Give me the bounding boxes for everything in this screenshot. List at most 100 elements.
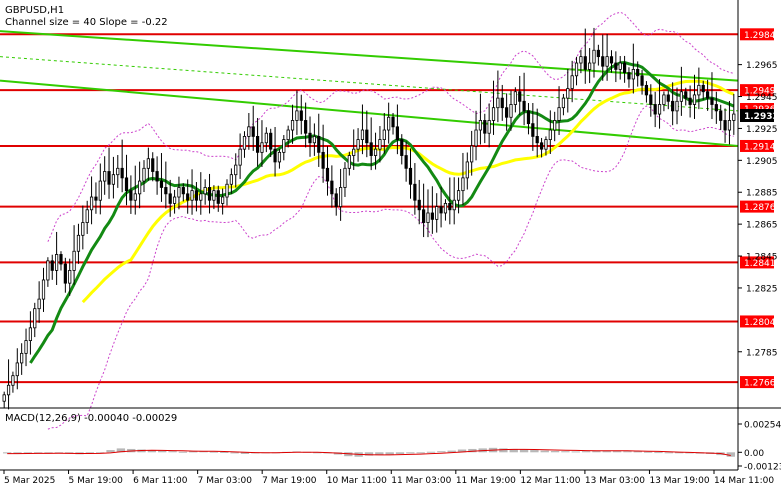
macd-histogram-bar bbox=[44, 452, 53, 454]
candle-body bbox=[85, 209, 89, 223]
candle-body bbox=[260, 142, 264, 153]
candle-body bbox=[33, 308, 37, 329]
macd-panel: 0.00254 0.00 -0.00123 bbox=[3, 421, 781, 473]
candle-body bbox=[142, 167, 146, 182]
candle-body bbox=[55, 254, 59, 271]
candle-body bbox=[443, 203, 448, 214]
candle-body bbox=[242, 136, 247, 150]
candle-body bbox=[583, 56, 587, 70]
candle-body bbox=[168, 193, 172, 204]
macd-histogram-bar bbox=[395, 452, 405, 454]
candle-body bbox=[373, 148, 378, 156]
candle-body bbox=[181, 187, 185, 195]
candle-body bbox=[723, 120, 727, 131]
candle-body bbox=[94, 196, 98, 201]
candle-body bbox=[688, 97, 692, 105]
macd-tick-label: -0.00123 bbox=[744, 463, 781, 473]
candle-body bbox=[81, 222, 85, 236]
macd-histogram-bar bbox=[189, 451, 198, 453]
candle-body bbox=[701, 84, 705, 93]
level-label: 1.2766 bbox=[744, 379, 776, 389]
bollinger-lower bbox=[47, 105, 734, 430]
time-tick-label: 14 Mar 11:00 bbox=[714, 476, 774, 486]
time-tick-label: 10 Mar 11:00 bbox=[327, 476, 387, 486]
candle-body bbox=[544, 139, 548, 150]
candle-body bbox=[378, 139, 382, 150]
price-axis-labels: 1.2984 1.2949 1.2914 1.2876 1.2841 1.2804 1.27… bbox=[738, 28, 778, 389]
macd-histogram-bar bbox=[209, 451, 219, 453]
candle-body bbox=[618, 62, 622, 70]
candle-body bbox=[356, 139, 360, 150]
macd-histogram-bar bbox=[592, 450, 601, 453]
candle-body bbox=[321, 151, 325, 169]
macd-histogram-bar bbox=[344, 452, 353, 457]
candle-body bbox=[671, 100, 675, 112]
macd-histogram-bar bbox=[364, 452, 374, 456]
hidden-price-badge bbox=[740, 103, 774, 113]
candle-body bbox=[120, 167, 124, 179]
candle-body bbox=[505, 107, 509, 118]
candle-body bbox=[706, 91, 710, 99]
time-tick-label: 12 Mar 11:00 bbox=[520, 476, 580, 486]
candle-body bbox=[15, 362, 19, 377]
macd-histogram-bar bbox=[643, 451, 653, 453]
candle-body bbox=[138, 180, 142, 195]
candle-body bbox=[448, 203, 452, 211]
candle-body bbox=[588, 62, 592, 70]
candle-body bbox=[24, 340, 28, 354]
candle-body bbox=[548, 129, 552, 140]
candle-body bbox=[561, 97, 566, 109]
macd-histogram-bar bbox=[499, 448, 508, 453]
candle-body bbox=[308, 132, 312, 144]
candle-body bbox=[675, 100, 679, 112]
candle-body bbox=[59, 254, 63, 265]
candle-body bbox=[461, 177, 465, 192]
macd-histogram-bar bbox=[85, 452, 95, 454]
candle-body bbox=[116, 167, 120, 176]
candle-body bbox=[500, 97, 504, 109]
macd-histogram-bar bbox=[581, 451, 591, 453]
candle-body bbox=[2, 394, 6, 402]
bollinger-bands bbox=[47, 11, 734, 430]
candle-body bbox=[553, 120, 557, 131]
candle-body bbox=[404, 155, 408, 169]
candle-body bbox=[408, 167, 413, 185]
candle-body bbox=[657, 104, 662, 115]
candle-body bbox=[282, 139, 286, 153]
candle-body bbox=[133, 193, 137, 201]
macd-histogram-bar bbox=[447, 450, 456, 453]
macd-histogram-bar bbox=[561, 451, 570, 453]
candle-body bbox=[172, 196, 177, 204]
level-label: 1.2949 bbox=[744, 87, 776, 97]
macd-signal-line bbox=[7, 448, 731, 456]
candle-body bbox=[478, 120, 483, 131]
macd-histogram-bar bbox=[96, 452, 105, 454]
level-badge bbox=[740, 256, 774, 269]
candle-body bbox=[522, 100, 526, 112]
macd-histogram-bar bbox=[674, 452, 684, 454]
candle-body bbox=[605, 56, 609, 67]
candle-body bbox=[592, 49, 596, 64]
candle-body bbox=[334, 193, 338, 207]
candle-body bbox=[6, 384, 11, 396]
candle-body bbox=[710, 97, 714, 105]
candle-body bbox=[41, 279, 46, 300]
candle-body bbox=[627, 72, 631, 80]
candle-body bbox=[649, 94, 653, 105]
candle-body bbox=[225, 183, 229, 198]
time-tick-label: 11 Mar 19:00 bbox=[456, 476, 516, 486]
candle-body bbox=[255, 136, 260, 153]
macd-histogram-bar bbox=[158, 450, 167, 453]
current-price-badge bbox=[740, 109, 774, 122]
macd-histogram-bar bbox=[116, 448, 126, 453]
candle-body bbox=[727, 120, 732, 131]
time-axis-labels: 5 Mar 2025 5 Mar 19:00 6 Mar 11:00 7 Mar 03… bbox=[3, 470, 774, 486]
candle-body bbox=[155, 171, 159, 182]
candle-body bbox=[159, 180, 164, 188]
candle-body bbox=[325, 167, 330, 182]
candle-body bbox=[430, 212, 434, 220]
candle-body bbox=[557, 107, 561, 121]
candle-body bbox=[413, 183, 417, 201]
macd-histogram-bar bbox=[468, 448, 477, 453]
